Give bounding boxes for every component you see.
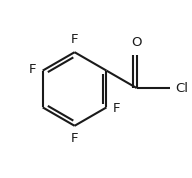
Text: F: F — [113, 102, 121, 115]
Text: F: F — [71, 33, 78, 46]
Text: F: F — [29, 63, 36, 76]
Text: O: O — [132, 36, 142, 49]
Text: Cl: Cl — [175, 82, 188, 95]
Text: F: F — [71, 132, 79, 145]
